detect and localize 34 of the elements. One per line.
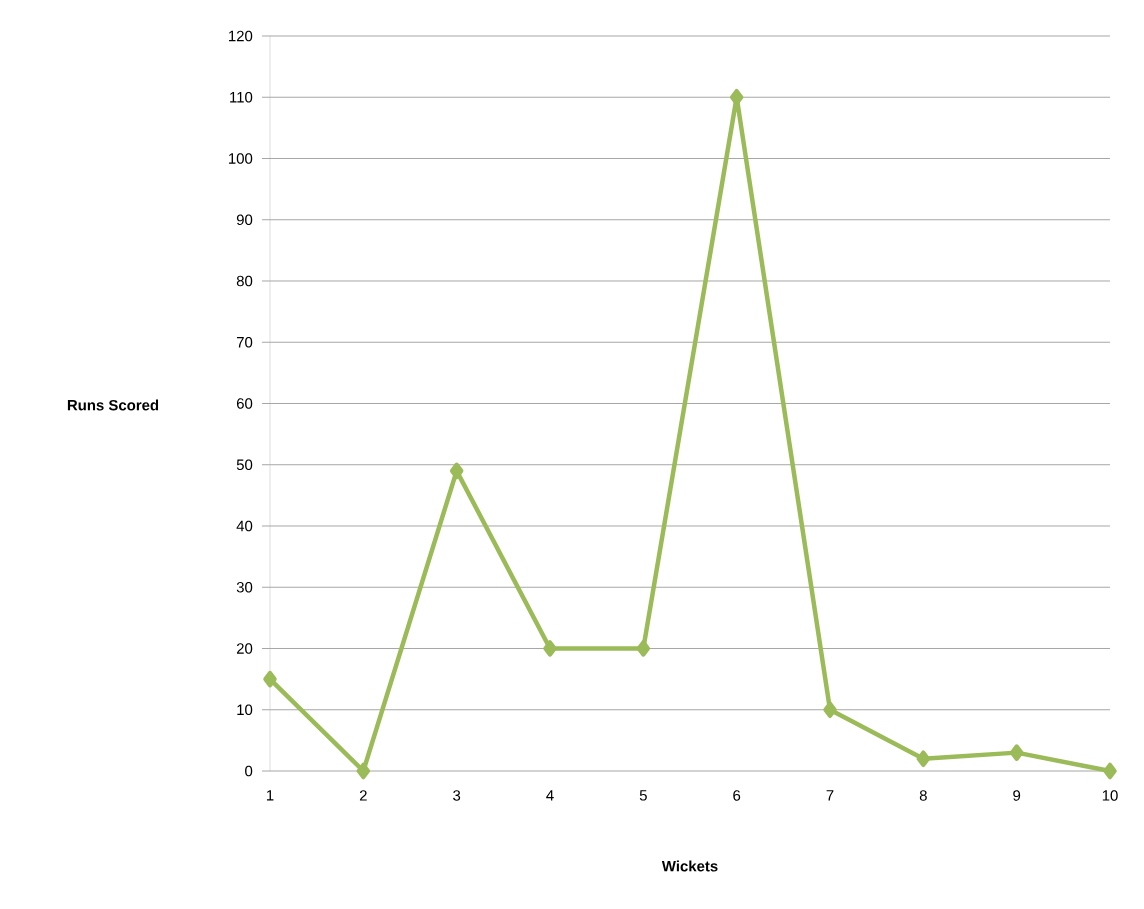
x-tick-label: 8 [919, 790, 927, 801]
y-tick-label: 20 [236, 643, 253, 654]
y-tick-label: 90 [236, 214, 253, 226]
x-tick-label: 10 [1102, 790, 1118, 801]
x-tick-label: 4 [546, 790, 554, 801]
point [543, 640, 557, 657]
y-tick-label: 0 [245, 765, 253, 777]
y-tick-label: 120 [229, 30, 253, 42]
y-tick-label: 70 [236, 336, 253, 348]
y-tick-label: 60 [236, 398, 253, 409]
y-tick-label: 50 [236, 459, 253, 471]
x-tick-label: 6 [733, 790, 741, 801]
point [356, 762, 371, 780]
x-tick-label: 2 [359, 790, 367, 801]
y-tick-label: 110 [230, 91, 253, 103]
point [1009, 744, 1024, 761]
y-tick-label: 100 [229, 153, 253, 164]
x-tick-label: 3 [453, 790, 461, 801]
y-tick-label: 10 [237, 704, 253, 716]
x-tick-label: 7 [826, 790, 834, 801]
point [263, 670, 277, 688]
point [636, 640, 651, 657]
y-axis-title: Runs Scored [67, 399, 159, 411]
y-tick-label: 80 [236, 275, 253, 287]
point [916, 750, 931, 767]
point [449, 462, 464, 480]
x-tick-label: 1 [266, 790, 274, 801]
x-axis-title: Wickets [661, 860, 718, 872]
y-tick-label: 40 [236, 520, 253, 532]
point [823, 701, 837, 718]
x-tick-label: 9 [1013, 790, 1021, 801]
y-tick-label: 30 [236, 581, 253, 593]
point [1103, 762, 1117, 780]
x-tick-label: 5 [639, 790, 647, 801]
